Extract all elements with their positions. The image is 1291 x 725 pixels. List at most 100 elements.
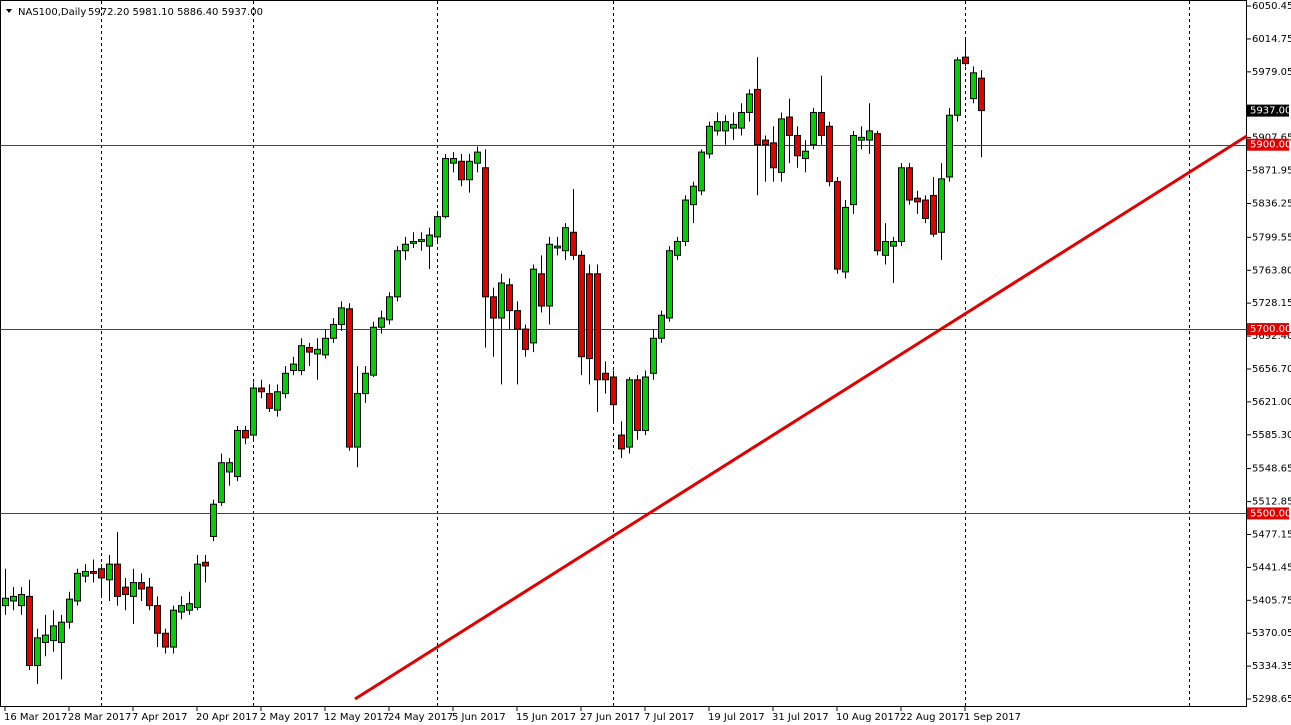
candle-body [418,239,425,243]
candle-body [242,429,249,439]
candle-body [554,245,561,249]
candle-body [274,391,281,411]
x-tick-label: 7 Jul 2017 [644,712,694,723]
y-tick-label: 5298.65 [1252,694,1291,705]
candle-body [666,250,673,319]
y-tick-label: 5979.05 [1252,67,1291,78]
candle-body [194,563,201,608]
candle-body [50,625,57,642]
candle-body [450,158,457,164]
candle-body [914,197,921,203]
candle-body [314,348,321,355]
candle-body [170,609,177,648]
candle-body [578,254,585,358]
candle-body [690,185,697,206]
candle-body [826,125,833,183]
candle-body [26,595,33,667]
candle-body [722,121,729,132]
y-tick-label: 5334.35 [1252,661,1291,672]
candle-body [850,135,857,206]
candle-body [386,296,393,321]
candle-body [602,372,609,381]
x-tick-label: 28 Mar 2017 [68,712,131,723]
candle-body [970,72,977,100]
x-tick-label: 5 Jun 2017 [452,712,506,723]
candle-body [594,273,601,381]
candle-body [930,194,937,235]
candle-body [482,167,489,298]
y-tick-label: 5441.45 [1252,562,1291,573]
y-tick-label: 6050.45 [1252,1,1291,12]
level-price-label: 5700.00 [1250,324,1291,335]
level-price-box [1247,138,1289,151]
y-tick-label: 5512.85 [1252,497,1291,508]
candle-body [186,603,193,611]
level-price-box [1247,323,1289,336]
candle-body [962,56,969,65]
candle-body [106,563,113,581]
candle-body [794,135,801,157]
candle-body [954,59,961,116]
candle-body [810,111,817,146]
candle-body [98,568,105,579]
y-tick-label: 5405.75 [1252,595,1291,606]
y-tick-label: 5656.70 [1252,364,1291,375]
candle-body [738,111,745,129]
menu-arrow[interactable] [6,9,12,13]
candle-body [82,570,89,577]
level-price-label: 5500.00 [1250,508,1291,519]
candle-body [458,160,465,181]
candle-body [474,151,481,164]
candle-body [90,570,97,574]
candle-body [906,167,913,201]
candle-body [682,199,689,243]
candle-body [490,296,497,319]
candle-body [18,594,25,607]
candle-body [586,273,593,360]
candle-body [698,151,705,192]
candle-body [674,241,681,256]
candle-body [154,605,161,634]
candle-body [42,634,49,643]
x-tick-label: 7 Apr 2017 [132,712,187,723]
trendline [354,134,1247,701]
x-tick-label: 1 Sep 2017 [964,712,1021,723]
candle-body [346,308,353,448]
y-tick-label: 5728.15 [1252,298,1291,309]
candle-body [362,372,369,395]
candle-body [218,462,225,503]
candle-body [946,114,953,178]
candle-body [434,216,441,238]
x-tick-label: 27 Jun 2017 [580,712,640,723]
candle-body [306,347,313,353]
candle-body [226,462,233,473]
candle-body [834,181,841,270]
level-price-box [1247,507,1289,520]
y-tick-label: 5836.25 [1252,198,1291,209]
candle-body [922,199,929,219]
candle-body [754,88,761,146]
candle-body [202,561,209,567]
y-tick-label: 5477.15 [1252,529,1291,540]
candle-body [250,387,257,436]
candle-body [570,231,577,256]
candle-body [730,123,737,129]
candle-body [746,93,753,113]
y-tick-label: 5585.30 [1252,430,1291,441]
candle-body [546,243,553,307]
candle-body [938,178,945,233]
candle-body [562,227,569,252]
candle-body [258,387,265,393]
candle-body [882,241,889,256]
candle-body [74,572,81,602]
candle-body [130,582,137,597]
current-price-label: 5937.00 [1250,106,1291,117]
candle-body [786,116,793,137]
candle-body [322,337,329,356]
y-tick-label: 5871.95 [1252,166,1291,177]
candle-body [338,307,345,325]
candle-body [210,503,217,537]
candle-body [898,167,905,243]
candle-body [330,323,337,339]
